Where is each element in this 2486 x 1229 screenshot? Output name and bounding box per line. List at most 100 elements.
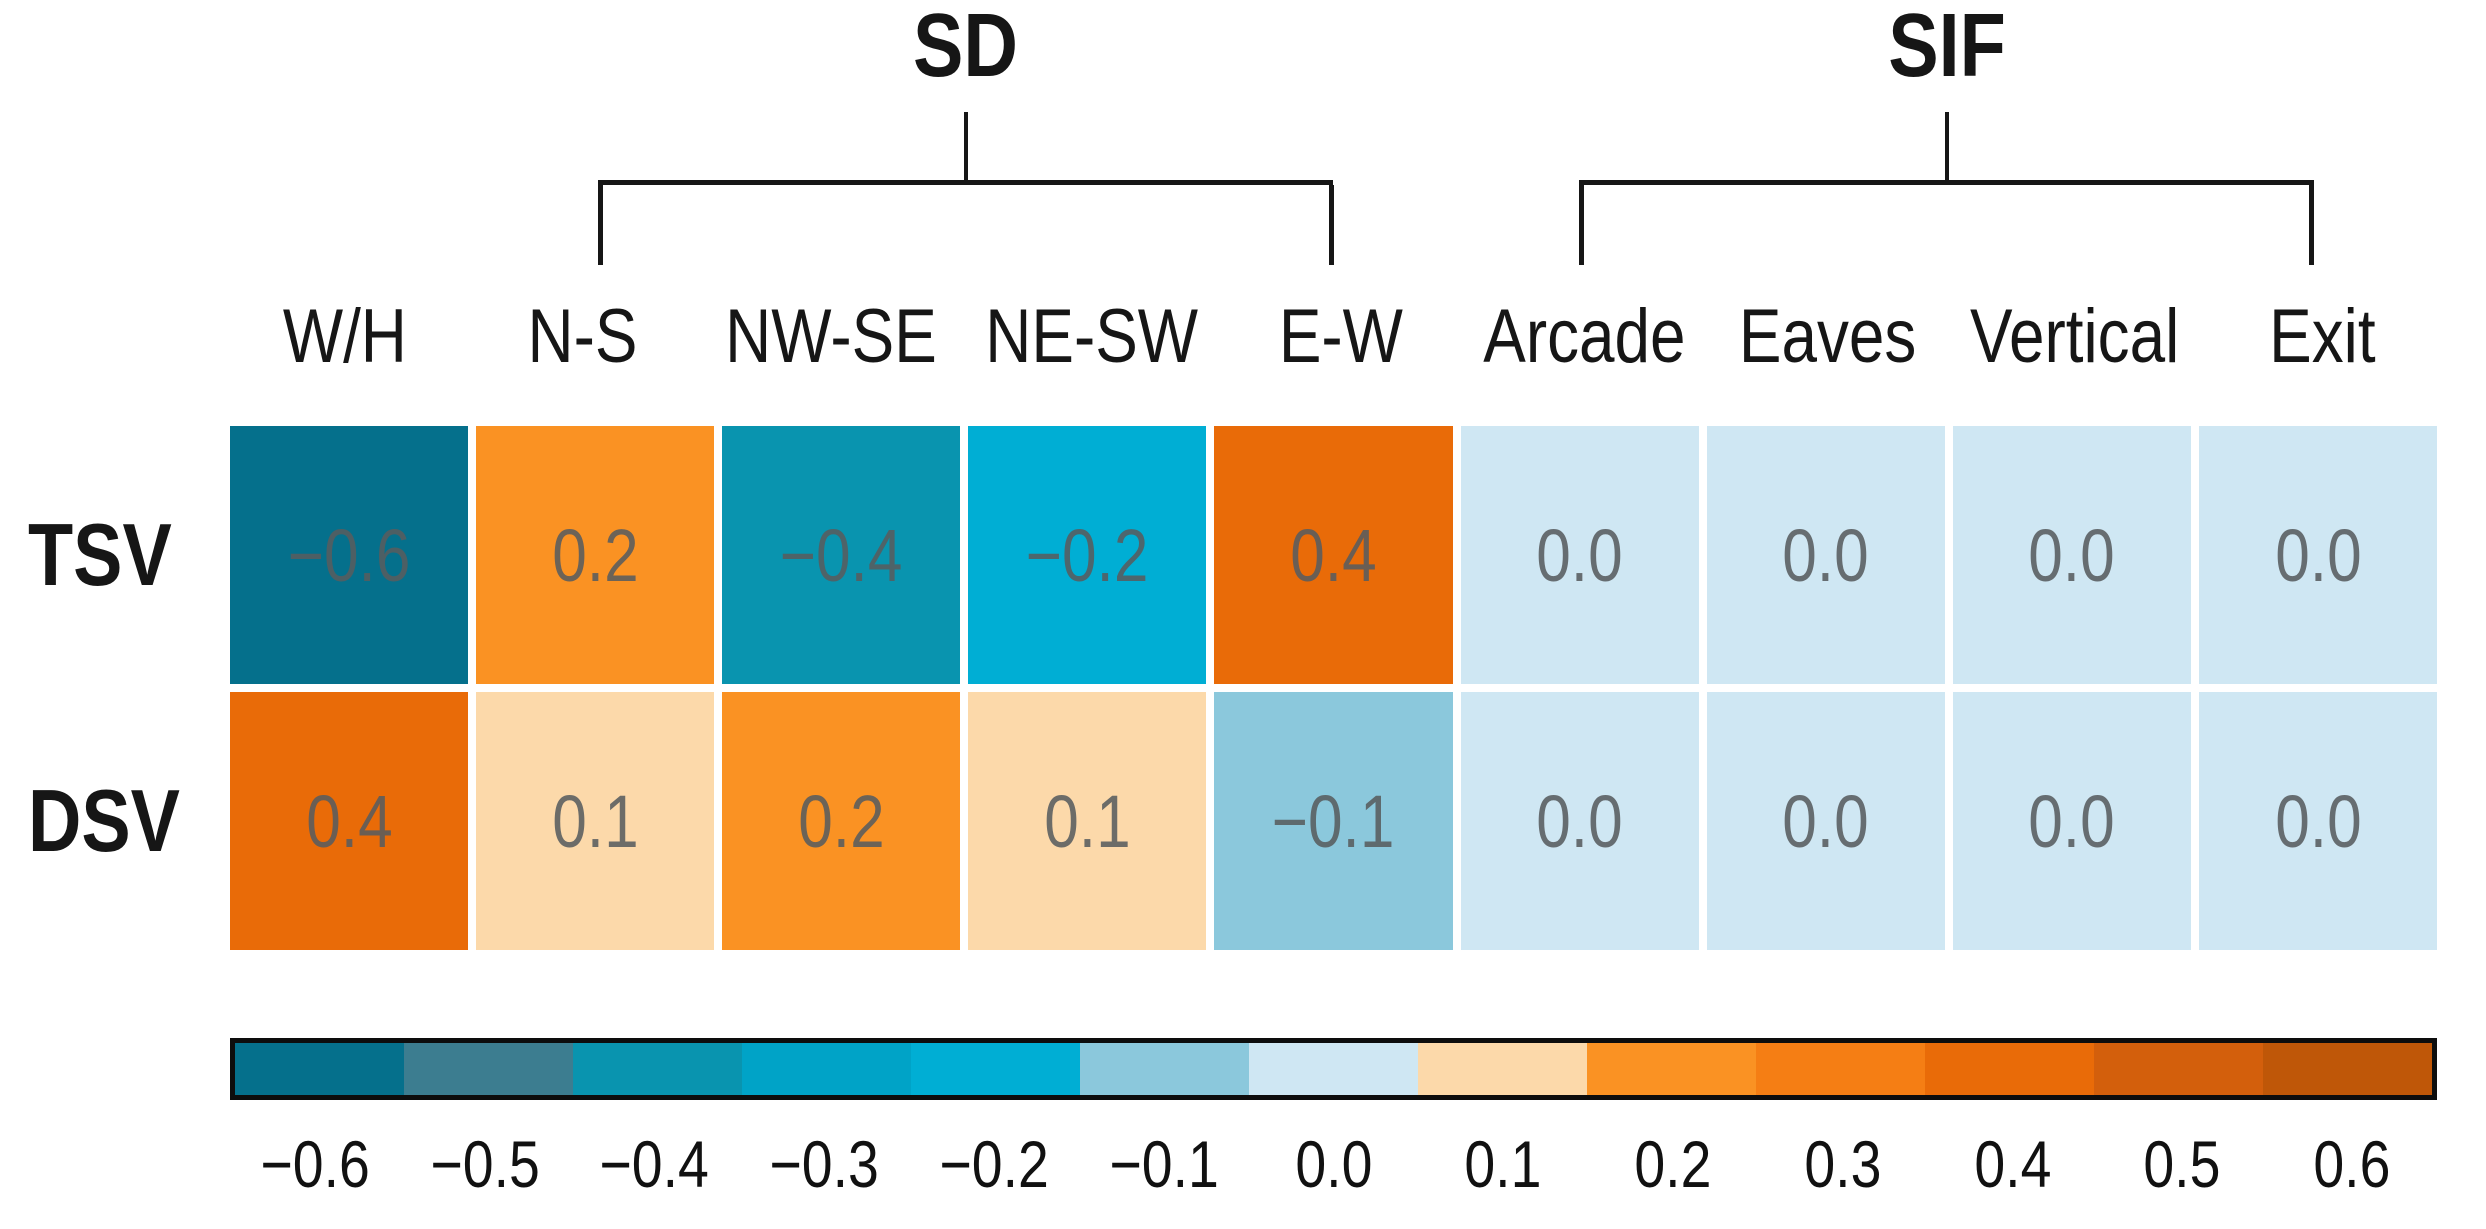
row-label-dsv: DSV [28,692,213,950]
colorbar-segment--0.3 [742,1043,911,1095]
cell-value: 0.4 [305,779,393,863]
cell-value: 0.0 [1782,513,1869,597]
colorbar-tick-text: 0.1 [1464,1127,1542,1201]
colorbar-tick-label: 0.6 [2267,1124,2437,1204]
cell-value: 0.0 [2028,513,2116,597]
heatmap-cell-tsv-vertical: 0.0 [1952,426,2191,684]
cell-value: 0.4 [1290,513,1377,597]
bracket-right-stem [1328,185,1334,265]
column-header-text: Arcade [1483,293,1686,379]
colorbar-tick-text: −0.1 [1108,1127,1219,1201]
column-header-exit: Exit [2207,288,2437,384]
column-header-nw-se: NW-SE [705,288,957,384]
heatmap-grid: −0.6 0.2 −0.4 −0.2 0.4 0.0 0.0 0.0 0.0 0.4 0.1 0.2 0… [230,426,2437,950]
colorbar-segment--0.1 [1080,1043,1249,1095]
heatmap-cell-tsv-ne-sw: −0.2 [968,426,1207,684]
heatmap-cell-dsv-arcade: 0.0 [1460,692,1699,950]
colorbar-tick-label: 0.1 [1418,1124,1588,1204]
colorbar-segment--0.5 [404,1043,573,1095]
colorbar-tick-text: −0.4 [599,1127,710,1201]
colorbar-tick-label: −0.6 [230,1124,400,1204]
colorbar-segment--0.6 [235,1043,404,1095]
cell-value: 0.1 [1044,779,1131,863]
colorbar-segment--0.2 [911,1043,1080,1095]
colorbar-segment-0.5 [2094,1043,2263,1095]
bracket-line-sif [1578,180,2315,185]
colorbar-tick-label: 0.0 [1249,1124,1419,1204]
column-header-text: N-S [527,293,638,379]
column-header-arcade: Arcade [1464,288,1705,384]
colorbar-segment-0.2 [1587,1043,1756,1095]
colorbar-segment-0.1 [1418,1043,1587,1095]
heatmap-cell-dsv-e-w: −0.1 [1214,692,1453,950]
column-header-row: W/H N-S NW-SE NE-SW E-W Arcade Eaves Vertical Ex… [230,288,2437,384]
colorbar-tick-label: −0.5 [400,1124,570,1204]
colorbar-tick-row: −0.6 −0.5 −0.4 −0.3 −0.2 −0.1 0.0 0.1 0.2 0.3 0.4 0… [230,1124,2437,1204]
heatmap-cell-dsv-ne-sw: 0.1 [968,692,1207,950]
bracket-center-stem [963,112,968,180]
heatmap-cell-dsv-exit: 0.0 [2198,692,2437,950]
colorbar-tick-text: −0.3 [769,1127,879,1201]
colorbar [230,1038,2437,1100]
colorbar-tick-label: 0.2 [1588,1124,1758,1204]
colorbar-tick-label: 0.3 [1758,1124,1928,1204]
colorbar-tick-text: 0.6 [2313,1127,2391,1201]
heatmap-cell-dsv-vertical: 0.0 [1952,692,2191,950]
colorbar-segment-0.4 [1925,1043,2094,1095]
heatmap-cell-dsv-nw-se: 0.2 [722,692,961,950]
cell-value: 0.1 [551,779,639,863]
colorbar-tick-text: −0.2 [939,1127,1049,1201]
colorbar-tick-label: 0.4 [1928,1124,2098,1204]
colorbar-tick-label: −0.2 [909,1124,1079,1204]
cell-value: −0.6 [287,513,411,597]
row-label-text: DSV [28,771,181,870]
colorbar-tick-label: −0.1 [1079,1124,1249,1204]
heatmap-cell-tsv-e-w: 0.4 [1214,426,1453,684]
cell-value: 0.0 [1536,513,1623,597]
group-label-text: SIF [1887,0,2006,96]
group-label-sif: SIF [1747,0,2147,96]
heatmap-cell-tsv-n-s: 0.2 [476,426,715,684]
colorbar-tick-label: −0.3 [739,1124,909,1204]
column-header-w-h: W/H [230,288,460,384]
row-label-text: TSV [28,505,172,604]
cell-value: 0.2 [551,513,639,597]
column-header-text: E-W [1279,293,1404,379]
column-header-text: Eaves [1738,293,1917,379]
cell-value: −0.2 [1026,513,1149,597]
cell-value: −0.4 [779,513,903,597]
cell-value: 0.2 [798,779,885,863]
column-header-text: Vertical [1970,293,2180,379]
colorbar-tick-text: 0.5 [2143,1127,2221,1201]
cell-value: 0.0 [2274,513,2362,597]
column-header-text: NE-SW [985,293,1199,379]
bracket-right-stem [2309,185,2315,265]
bracket-left-stem [1578,185,1584,265]
group-label-sd: SD [766,0,1166,96]
cell-value: 0.0 [1536,779,1623,863]
heatmap-cell-tsv-exit: 0.0 [2198,426,2437,684]
colorbar-segment-0.0 [1249,1043,1418,1095]
column-header-eaves: Eaves [1713,288,1943,384]
column-header-text: W/H [282,293,407,379]
colorbar-segment-0.6 [2263,1043,2432,1095]
column-header-text: Exit [2268,293,2376,379]
group-label-text: SD [913,0,1019,96]
row-label-tsv: TSV [28,426,213,684]
colorbar-tick-text: 0.0 [1294,1127,1373,1201]
heatmap-cell-dsv-w-h: 0.4 [230,692,469,950]
colorbar-tick-label: 0.5 [2097,1124,2267,1204]
column-header-vertical: Vertical [1950,288,2199,384]
bracket-line-sd [597,180,1334,185]
column-header-text: NW-SE [725,293,937,379]
cell-value: −0.1 [1272,779,1395,863]
colorbar-tick-text: −0.6 [260,1127,370,1201]
cell-value: 0.0 [2274,779,2362,863]
bracket-center-stem [1944,112,1949,180]
heatmap-cell-tsv-arcade: 0.0 [1460,426,1699,684]
colorbar-tick-label: −0.4 [570,1124,740,1204]
heatmap-cell-tsv-eaves: 0.0 [1706,426,1945,684]
heatmap-cell-dsv-eaves: 0.0 [1706,692,1945,950]
bracket-left-stem [597,185,603,265]
